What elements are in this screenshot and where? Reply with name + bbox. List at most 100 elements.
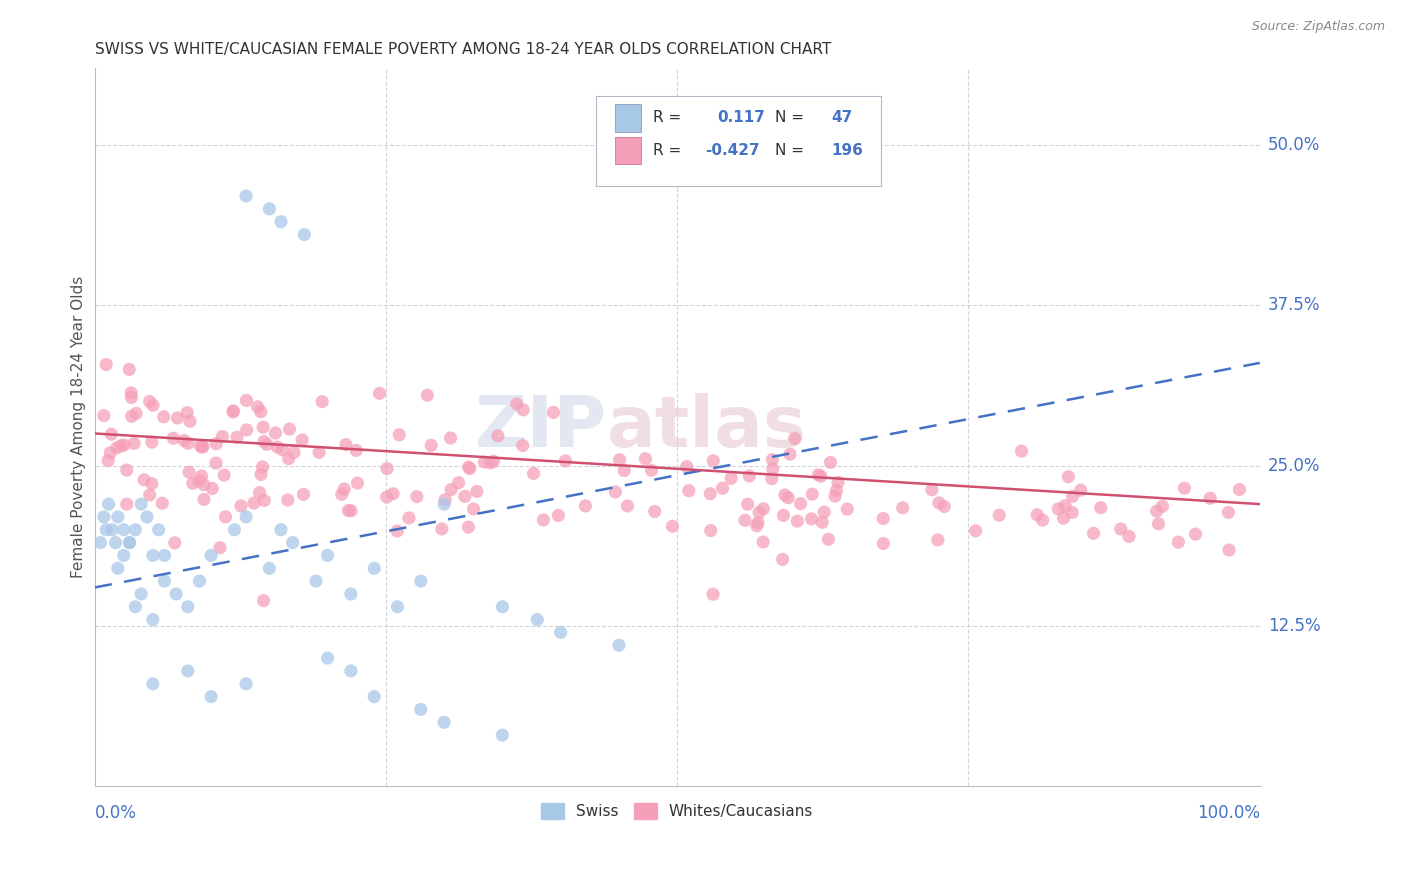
Point — [409, 574, 432, 588]
Point — [1070, 483, 1092, 498]
Point — [89, 535, 111, 549]
Point — [191, 440, 214, 454]
Point — [447, 475, 470, 490]
Point — [607, 638, 630, 652]
Point — [330, 487, 353, 501]
Point — [1109, 522, 1132, 536]
Point — [138, 394, 160, 409]
Point — [786, 514, 808, 528]
Point — [547, 508, 569, 523]
Point — [531, 513, 554, 527]
Point — [368, 386, 391, 401]
Point — [734, 513, 756, 527]
Point — [188, 474, 211, 488]
Point — [789, 497, 811, 511]
Point — [249, 405, 271, 419]
Point — [891, 500, 914, 515]
Point — [375, 490, 398, 504]
Point — [1062, 505, 1084, 519]
Point — [222, 405, 245, 419]
Point — [1184, 527, 1206, 541]
Point — [104, 535, 127, 549]
Point — [440, 483, 463, 497]
Point — [699, 524, 721, 538]
Point — [640, 463, 662, 477]
Point — [179, 414, 201, 428]
Point — [454, 490, 477, 504]
Point — [457, 520, 479, 534]
Point — [205, 456, 228, 470]
Point — [416, 388, 439, 402]
FancyBboxPatch shape — [596, 96, 882, 186]
Point — [773, 488, 796, 502]
Point — [266, 440, 288, 454]
Point — [387, 524, 409, 538]
Point — [259, 202, 281, 216]
Point — [927, 533, 949, 547]
Point — [761, 452, 783, 467]
Point — [278, 422, 301, 436]
Point — [176, 406, 198, 420]
Point — [311, 394, 333, 409]
Point — [872, 536, 894, 550]
Point — [433, 497, 456, 511]
Point — [699, 486, 721, 500]
Point — [737, 497, 759, 511]
Point — [243, 496, 266, 510]
Point — [1026, 508, 1049, 522]
Text: 196: 196 — [831, 143, 863, 158]
Point — [165, 587, 187, 601]
Point — [678, 483, 700, 498]
Point — [271, 442, 294, 457]
Text: N =: N = — [775, 111, 804, 126]
Point — [249, 485, 271, 500]
Text: R =: R = — [652, 111, 681, 126]
Point — [153, 574, 176, 588]
Text: SWISS VS WHITE/CAUCASIAN FEMALE POVERTY AMONG 18-24 YEAR OLDS CORRELATION CHART: SWISS VS WHITE/CAUCASIAN FEMALE POVERTY … — [94, 42, 831, 57]
Point — [134, 473, 156, 487]
Point — [921, 483, 943, 497]
Point — [141, 435, 163, 450]
Point — [761, 472, 783, 486]
Point — [107, 561, 129, 575]
Point — [96, 358, 118, 372]
Point — [1052, 511, 1074, 525]
Point — [150, 496, 173, 510]
Point — [173, 434, 195, 448]
Point — [222, 404, 245, 418]
Point — [382, 487, 405, 501]
Point — [252, 593, 274, 607]
Point — [224, 523, 246, 537]
Point — [292, 487, 315, 501]
Point — [291, 433, 314, 447]
Point — [340, 504, 363, 518]
Point — [387, 599, 409, 614]
Text: N =: N = — [775, 143, 804, 158]
Point — [550, 625, 572, 640]
Point — [235, 393, 257, 408]
Point — [779, 447, 801, 461]
Point — [1062, 489, 1084, 503]
Point — [1047, 502, 1070, 516]
Point — [1032, 513, 1054, 527]
Point — [458, 461, 481, 475]
Point — [252, 459, 274, 474]
Point — [745, 518, 768, 533]
Text: Source: ZipAtlas.com: Source: ZipAtlas.com — [1251, 20, 1385, 33]
Point — [1057, 469, 1080, 483]
Point — [738, 469, 761, 483]
Point — [810, 469, 832, 483]
Point — [1146, 504, 1168, 518]
Point — [142, 398, 165, 412]
Point — [711, 481, 734, 495]
Point — [252, 420, 274, 434]
Point — [191, 440, 214, 454]
Point — [554, 454, 576, 468]
Point — [208, 541, 231, 555]
Point — [333, 482, 356, 496]
Point — [235, 677, 257, 691]
Point — [129, 587, 152, 601]
Point — [965, 524, 987, 538]
Point — [457, 460, 479, 475]
Point — [235, 510, 257, 524]
